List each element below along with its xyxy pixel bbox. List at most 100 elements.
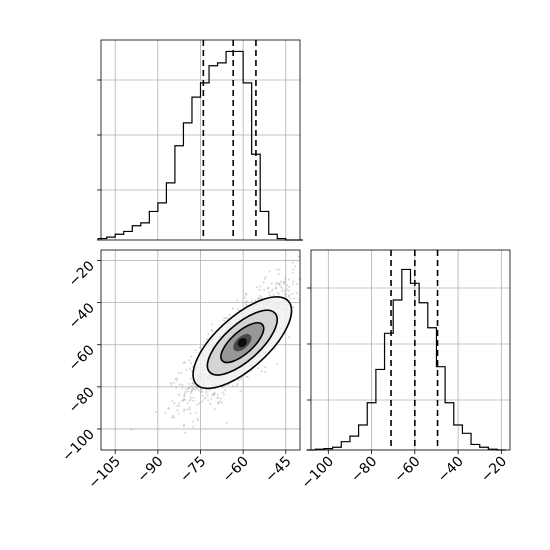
top-left-histogram-panel	[97, 39, 303, 241]
scatter-point	[257, 296, 260, 299]
scatter-point	[281, 289, 284, 292]
scatter-point	[201, 394, 204, 397]
scatter-point	[198, 346, 201, 349]
scatter-point	[254, 299, 257, 302]
scatter-point	[192, 387, 195, 390]
scatter-point	[217, 397, 220, 400]
scatter-point	[245, 375, 248, 378]
x-tick-label: −20	[478, 454, 510, 486]
scatter-point	[217, 401, 220, 404]
scatter-point	[190, 355, 193, 358]
scatter-point	[184, 391, 187, 394]
scatter-point	[281, 287, 284, 290]
scatter-point	[258, 288, 261, 291]
scatter-point	[192, 399, 195, 402]
scatter-point	[164, 411, 167, 414]
scatter-point	[286, 284, 289, 287]
scatter-point	[240, 377, 243, 380]
scatter-point	[206, 394, 209, 397]
x-tick-label: −40	[435, 454, 467, 486]
scatter-point	[177, 372, 180, 375]
bottom-left-density-contours	[192, 296, 293, 390]
scatter-point	[214, 408, 217, 411]
scatter-point	[198, 389, 201, 392]
scatter-point	[288, 294, 291, 297]
scatter-point	[177, 412, 180, 415]
scatter-point	[260, 370, 263, 373]
scatter-point	[268, 270, 271, 273]
scatter-point	[183, 392, 186, 395]
scatter-point	[189, 412, 192, 415]
scatter-point	[178, 393, 181, 396]
scatter-point	[189, 391, 192, 394]
scatter-point	[189, 362, 192, 365]
scatter-point	[203, 397, 206, 400]
x-tick-label: −80	[348, 454, 380, 486]
x-tick-label: −60	[391, 454, 423, 486]
scatter-point	[260, 296, 263, 299]
scatter-point	[284, 277, 287, 280]
scatter-point	[283, 280, 286, 283]
scatter-point	[295, 283, 298, 286]
scatter-point	[264, 366, 267, 369]
scatter-point	[191, 365, 194, 368]
scatter-point	[285, 295, 288, 298]
scatter-point	[244, 292, 247, 295]
scatter-point	[176, 379, 179, 382]
scatter-point	[283, 292, 286, 295]
scatter-point	[267, 286, 270, 289]
scatter-point	[190, 390, 193, 393]
y-tick-label: −100	[59, 426, 98, 465]
scatter-point	[255, 286, 258, 289]
x-tick-label: −90	[134, 454, 166, 486]
scatter-point	[170, 384, 173, 387]
scatter-point	[195, 403, 198, 406]
scatter-point	[243, 296, 246, 299]
scatter-point	[178, 404, 181, 407]
scatter-point	[201, 390, 204, 393]
scatter-point	[237, 379, 240, 382]
scatter-point	[189, 396, 192, 399]
scatter-point	[213, 393, 216, 396]
scatter-point	[287, 295, 290, 298]
scatter-point	[205, 390, 208, 393]
scatter-point	[183, 408, 186, 411]
scatter-point	[216, 393, 219, 396]
scatter-point	[288, 285, 291, 288]
scatter-point	[171, 416, 174, 419]
scatter-point	[275, 286, 278, 289]
scatter-point	[246, 376, 249, 379]
scatter-point	[191, 389, 194, 392]
bottom-left-x-ticks: −105 −90 −75 −60 −45	[86, 450, 295, 492]
scatter-point	[192, 396, 195, 399]
scatter-point	[228, 313, 231, 316]
scatter-point	[188, 408, 191, 411]
scatter-point	[287, 278, 290, 281]
scatter-point	[195, 386, 198, 389]
scatter-point	[221, 391, 224, 394]
scatter-point	[173, 402, 176, 405]
scatter-point	[263, 277, 266, 280]
scatter-point	[288, 289, 291, 292]
top-left-grid	[101, 40, 300, 241]
top-left-y-ticks	[97, 79, 101, 241]
scatter-point	[191, 382, 194, 385]
scatter-point	[205, 338, 208, 341]
scatter-point	[245, 293, 248, 296]
scatter-point	[183, 424, 186, 427]
scatter-point	[224, 388, 227, 391]
scatter-point	[184, 431, 187, 434]
bottom-left-scatter-panel: −105 −90 −75 −60 −45 −20 −40 −60 −80 −100	[59, 249, 301, 492]
scatter-point	[176, 409, 179, 412]
x-tick-label: −45	[262, 454, 294, 486]
scatter-point	[181, 383, 184, 386]
scatter-point	[278, 283, 281, 286]
scatter-point	[236, 383, 239, 386]
scatter-point	[186, 390, 189, 393]
scatter-point	[188, 382, 191, 385]
scatter-point	[198, 402, 201, 405]
scatter-point	[277, 292, 280, 295]
scatter-point	[266, 287, 269, 290]
scatter-point	[180, 371, 183, 374]
scatter-point	[182, 425, 185, 428]
